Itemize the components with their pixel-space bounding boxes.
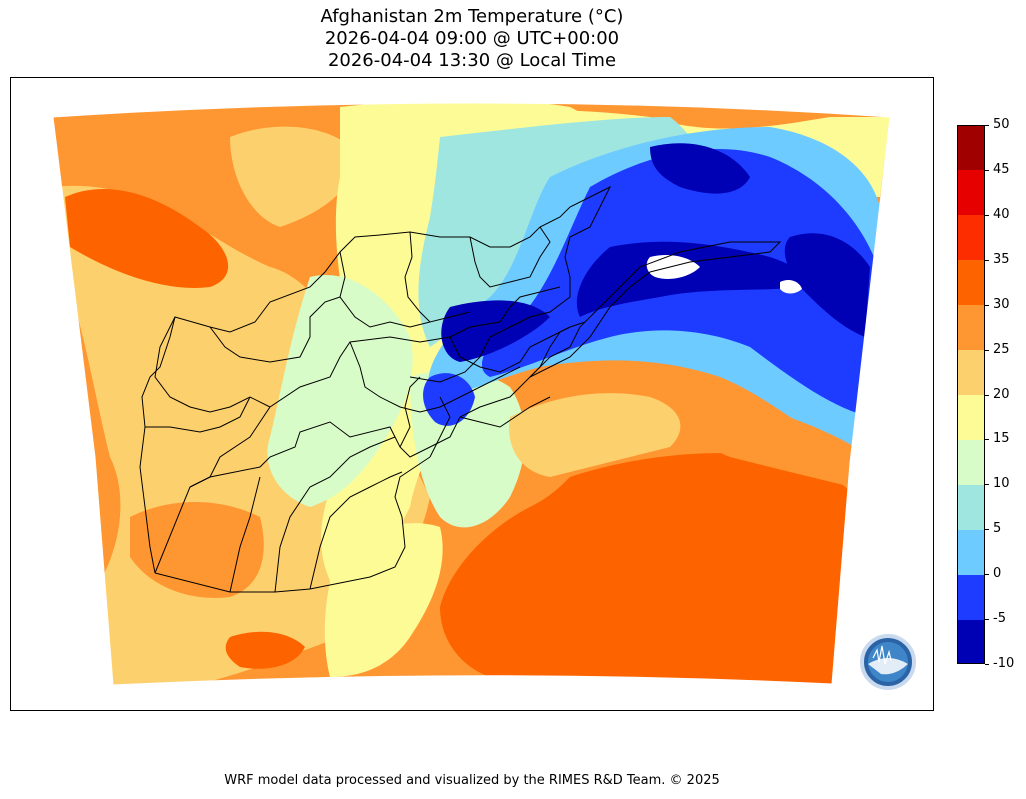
colorbar-tick-mark [985, 305, 989, 306]
colorbar-tick-label: 35 [993, 252, 1010, 267]
border-north [139, 185, 612, 574]
colorbar-tick-mark [985, 260, 989, 261]
colorbar-tick-label: 0 [993, 566, 1002, 581]
field-20-25-east [509, 393, 681, 477]
rimes-logo [855, 634, 921, 698]
field-snow-a [646, 255, 700, 279]
field-minus10-minus5-a [650, 143, 750, 194]
field-minus10-minus5-b [576, 241, 804, 317]
colorbar-tick-mark [985, 439, 989, 440]
title-line-1: Afghanistan 2m Temperature (°C) [320, 6, 624, 27]
province-line-g [469, 226, 551, 288]
field-25-30-sw [130, 502, 264, 598]
province-line-l [449, 326, 571, 373]
colorbar-level-4 [957, 439, 985, 485]
footer-credit: WRF model data processed and visualized … [224, 773, 720, 788]
field-snow-b [780, 279, 802, 294]
province-line-f [404, 231, 471, 323]
colorbar-tick-mark [985, 574, 989, 575]
colorbar-tick-mark [985, 350, 989, 351]
province-line-p [499, 286, 561, 323]
field-30-35-sw [225, 631, 305, 669]
title-line-2: 2026-04-04 09:00 @ UTC+00:00 [324, 28, 620, 49]
province-line-a [189, 321, 501, 488]
field-30-35-nw [65, 188, 229, 288]
map-title: Afghanistan 2m Temperature (°C) 2026-04-… [0, 6, 944, 72]
colorbar-tick-mark [985, 529, 989, 530]
afghanistan-boundaries [139, 185, 782, 593]
temperature-map[interactable] [10, 77, 934, 711]
colorbar-level-3 [957, 484, 985, 530]
field-minus5-0-central [423, 373, 475, 426]
colorbar-tick-label: 30 [993, 297, 1010, 312]
colorbar-level-2 [957, 529, 985, 575]
colorbar-tick-mark [985, 664, 989, 665]
temperature-field [53, 103, 890, 685]
colorbar-tick-mark [985, 395, 989, 396]
domain-edge [52, 102, 891, 686]
province-line-k [349, 341, 521, 413]
province-line-e [339, 251, 431, 328]
field-20-25-n [230, 126, 360, 227]
province-line-j [145, 396, 251, 433]
colorbar-level-11 [957, 125, 985, 171]
province-line-q [529, 321, 586, 378]
colorbar-tick-label: -5 [993, 611, 1006, 626]
rimes-logo-icon [860, 634, 916, 690]
colorbar-tick-label: 20 [993, 387, 1010, 402]
colorbar-level-1 [957, 574, 985, 620]
title-line-3: 2026-04-04 13:30 @ Local Time [327, 50, 617, 71]
colorbar-tick-label: 25 [993, 342, 1010, 357]
field-15-20-south [324, 523, 443, 677]
border-south [154, 456, 431, 593]
province-line-n [429, 396, 451, 458]
map-frame [10, 77, 934, 711]
colorbar-tick-label: 5 [993, 521, 1002, 536]
field-25-30-nw [53, 115, 270, 209]
colorbar-tick-mark [985, 484, 989, 485]
colorbar-level-0 [957, 619, 985, 665]
field-minus10-minus5-c [441, 300, 550, 362]
colorbar-tick-label: 40 [993, 207, 1010, 222]
colorbar [957, 125, 985, 665]
province-line-i [154, 316, 271, 413]
province-line-b [274, 436, 396, 593]
province-line-d [309, 471, 403, 590]
colorbar-level-10 [957, 169, 985, 216]
colorbar-tick-mark [985, 215, 989, 216]
colorbar-tick-mark [985, 619, 989, 620]
colorbar-tick-mark [985, 170, 989, 171]
field-30-35-southeast [440, 453, 855, 684]
colorbar-tick-label: 45 [993, 162, 1010, 177]
field-10-15-central [267, 275, 413, 507]
province-line-o [459, 396, 551, 428]
field-25-30-east [699, 397, 855, 487]
colorbar-tick-label: 50 [993, 117, 1010, 132]
colorbar-tick-label: 10 [993, 476, 1010, 491]
colorbar-level-5 [957, 394, 985, 440]
province-line-h [209, 296, 341, 363]
colorbar-tick-label: -10 [993, 656, 1015, 671]
province-line-c [229, 476, 261, 593]
colorbar-level-8 [957, 259, 985, 306]
colorbar-tick-label: 15 [993, 431, 1010, 446]
colorbar-outline [957, 125, 985, 664]
colorbar-tick-mark [985, 125, 989, 126]
colorbar-level-7 [957, 304, 985, 351]
province-line-m [399, 376, 421, 448]
border-east [154, 241, 782, 574]
colorbar-level-9 [957, 214, 985, 261]
colorbar-level-6 [957, 349, 985, 395]
field-minus10-minus5-d [784, 233, 870, 337]
